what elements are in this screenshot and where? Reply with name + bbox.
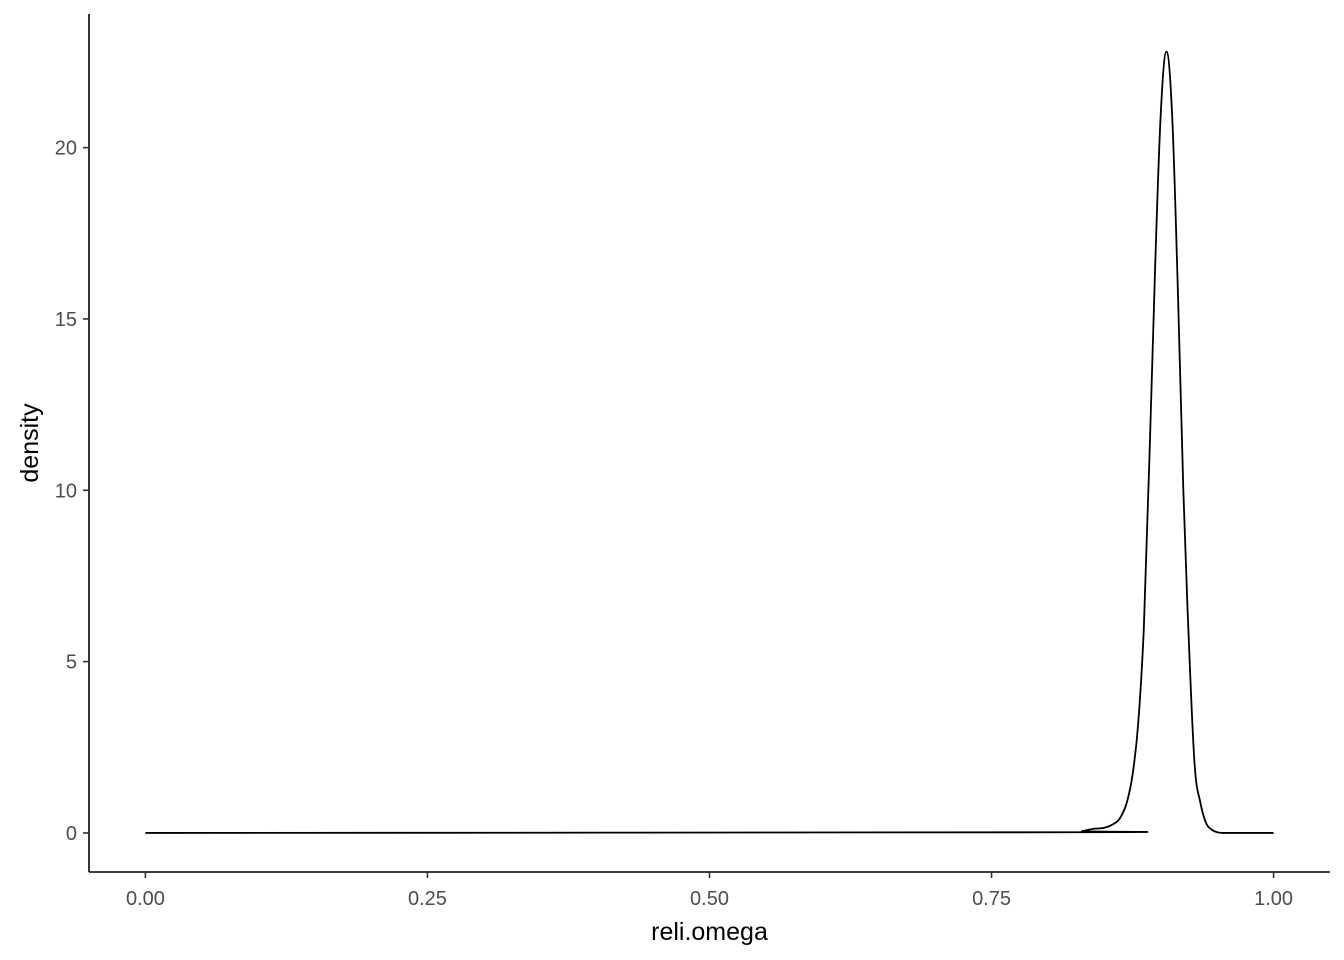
y-tick-label: 20	[55, 138, 77, 160]
plot-area	[145, 50, 1274, 834]
x-axis-title: reli.omega	[651, 918, 768, 946]
y-axis: 0 5 10 15 20	[55, 14, 90, 872]
x-tick-label: 1.00	[1254, 888, 1293, 910]
x-tick-label: 0.00	[126, 888, 165, 910]
x-tick-label: 0.75	[972, 888, 1011, 910]
density-curve-0	[145, 50, 1274, 834]
x-axis: 0.00 0.25 0.50 0.75 1.00	[89, 871, 1330, 910]
y-tick-label: 10	[55, 480, 77, 502]
y-tick-label: 5	[66, 652, 77, 674]
x-tick-label: 0.25	[408, 888, 447, 910]
x-tick-label: 0.50	[690, 888, 729, 910]
y-axis-title: density	[16, 403, 44, 483]
y-tick-label: 15	[55, 309, 77, 331]
y-tick-label: 0	[66, 823, 77, 845]
